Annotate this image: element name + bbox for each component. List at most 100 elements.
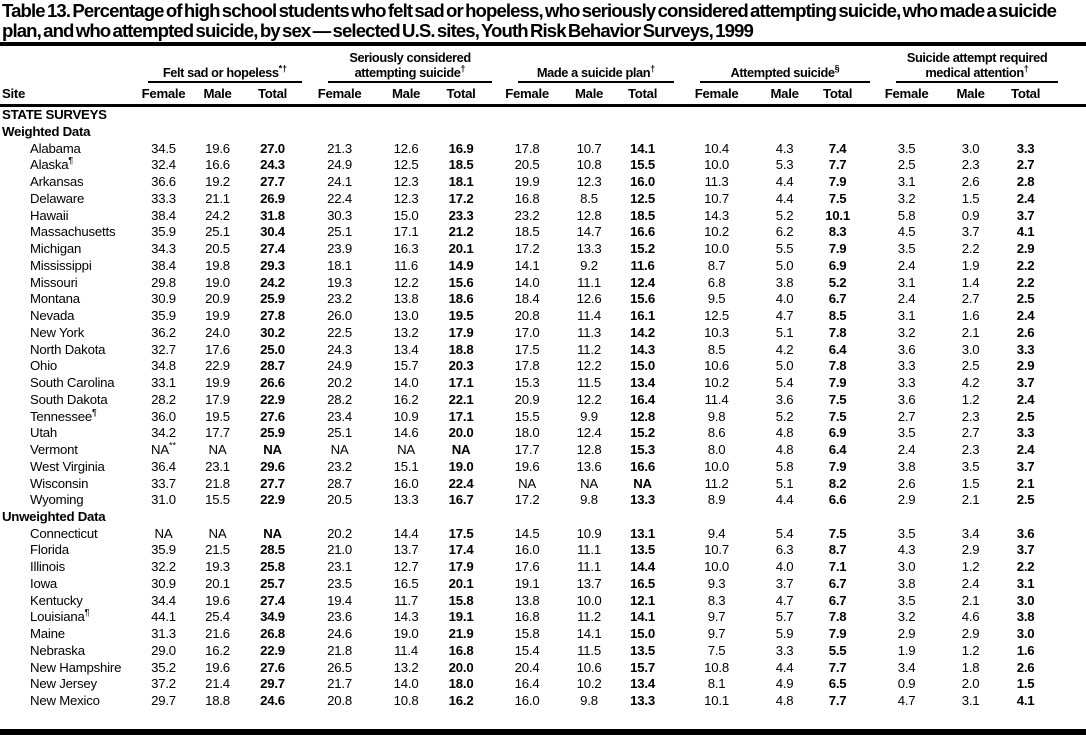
value-cell: 5.1 [775,475,794,491]
value-cell: 22.9 [260,642,285,658]
site-cell: North Dakota [30,341,106,357]
value-cell: 8.5 [828,308,847,324]
value-cell: 11.6 [394,257,418,273]
value-cell: 7.8 [828,358,847,374]
col-header-total-suicide-attempt-required-medical-attention: Total [998,83,1059,108]
value-cell: 25.8 [260,559,285,575]
value-cell: 4.7 [897,693,916,709]
value-cell: 16.0 [514,542,540,558]
value-cell: 20.8 [514,308,540,324]
value-cell: 32.7 [151,341,176,357]
column-group-row: Felt sad or hopeless*† Seriously consider… [0,50,1086,84]
value-cell: 1.5 [961,190,980,206]
table-row: Ohio 34.8 22.9 28.7 24.9 15.7 20.3 17.8 12.2 15.0… [0,358,1086,375]
site-cell: New Hampshire [30,659,122,675]
value-cell: 5.0 [775,257,794,273]
value-cell: 2.4 [897,291,916,307]
value-cell: 31.0 [151,492,176,508]
value-cell: 14.1 [514,257,540,273]
value-cell: 6.4 [828,442,847,458]
value-cell: 24.3 [327,341,352,357]
value-cell: 3.6 [775,391,794,407]
value-cell: 17.2 [514,241,540,257]
value-cell: 2.9 [1016,241,1035,257]
value-cell: 3.8 [775,274,794,290]
value-cell: 13.4 [630,375,655,391]
site-cell: Mississippi [30,257,92,273]
table-row: Hawaii 38.4 24.2 31.8 30.3 15.0 23.3 23.2 12.8 18… [0,208,1086,225]
value-cell: 19.3 [205,559,230,575]
value-cell: 24.2 [205,207,230,223]
value-cell: 2.7 [961,425,980,441]
value-cell: 17.7 [205,425,230,441]
value-cell: 16.8 [514,609,540,625]
value-cell: 6.7 [828,575,847,591]
value-cell: 1.8 [961,659,980,675]
value-cell: 19.2 [205,174,230,190]
value-cell: 3.3 [1016,425,1035,441]
right-margin-spacer [1058,51,1086,83]
value-cell: 36.4 [151,458,176,474]
site-cell: Iowa [30,575,58,591]
value-cell: 5.2 [828,274,847,290]
value-cell: 3.6 [1016,525,1035,541]
value-cell: 16.1 [630,308,655,324]
table-row: Michigan 34.3 20.5 27.4 23.9 16.3 20.1 17.2 13.3… [0,241,1086,258]
value-cell: 34.4 [151,592,176,608]
value-cell: 10.2 [704,375,729,391]
value-cell: 2.7 [897,408,916,424]
site-cell: Michigan [30,241,82,257]
value-cell: 3.0 [1016,626,1035,642]
value-cell: 13.7 [576,575,602,591]
value-cell: 16.0 [514,693,540,709]
value-cell: 11.2 [577,609,601,625]
value-cell: 13.3 [630,693,655,709]
value-cell: 3.7 [961,224,980,240]
footnote-marker: † [460,63,466,74]
value-cell: NA [330,442,349,458]
value-cell: NA [208,525,227,541]
value-cell: 12.2 [576,358,602,374]
value-cell: 2.9 [897,626,916,642]
value-cell: 20.4 [514,659,540,675]
value-cell: 2.4 [897,257,916,273]
value-cell: 17.7 [514,442,540,458]
value-cell: 3.7 [1016,542,1035,558]
value-cell: 30.4 [260,224,285,240]
value-cell: 11.6 [630,257,655,273]
value-cell: 10.0 [704,157,729,173]
value-cell: 26.0 [327,308,352,324]
value-cell: 3.7 [1016,207,1035,223]
value-cell: 36.2 [151,324,176,340]
value-cell: 31.3 [151,626,176,642]
value-cell: 15.7 [630,659,655,675]
right-margin-spacer [1058,542,1086,559]
value-cell: 15.0 [630,626,655,642]
value-cell: 16.6 [630,224,655,240]
section-row: Weighted Data [0,124,1086,141]
section-row: Unweighted Data [0,509,1086,526]
value-cell: 32.2 [151,559,176,575]
right-margin-spacer [1058,174,1086,191]
value-cell: 30.3 [327,207,352,223]
value-cell: 29.7 [260,676,285,692]
value-cell: 4.4 [775,659,794,675]
right-margin-spacer [1058,325,1086,342]
value-cell: 33.1 [151,375,176,391]
value-cell: 6.7 [828,592,847,608]
value-cell: 2.9 [961,542,980,558]
value-cell: 21.0 [327,542,352,558]
value-cell: 16.2 [205,642,230,658]
value-cell: 19.0 [205,274,230,290]
value-cell: 7.9 [828,375,847,391]
col-header-total-made-a-suicide-plan: Total [616,83,675,108]
value-cell: 4.8 [775,425,794,441]
site-cell: Wyoming [30,492,84,508]
value-cell: 15.6 [448,274,474,290]
value-cell: 19.5 [448,308,474,324]
value-cell: 11.5 [577,375,601,391]
value-cell: 20.1 [448,575,474,591]
value-cell: 17.8 [514,140,540,156]
value-cell: 27.8 [260,308,285,324]
site-cell: South Dakota [30,391,108,407]
